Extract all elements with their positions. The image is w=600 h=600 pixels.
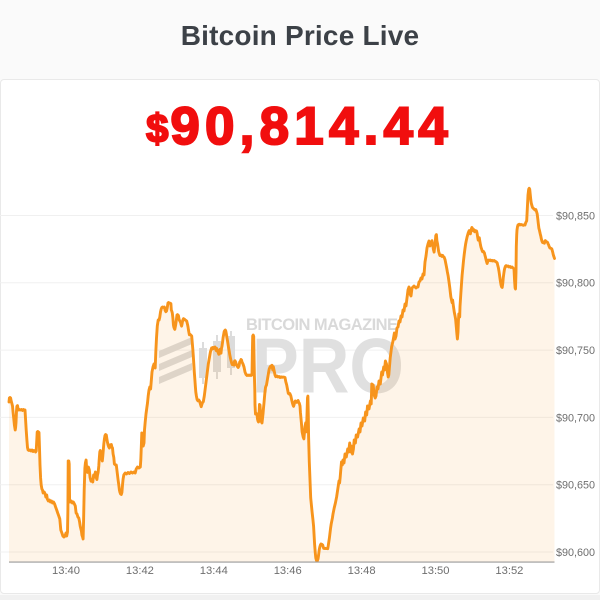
svg-text:13:44: 13:44	[200, 565, 228, 577]
svg-text:13:42: 13:42	[126, 565, 154, 577]
svg-text:$90,600: $90,600	[556, 547, 595, 559]
svg-text:13:48: 13:48	[348, 565, 376, 577]
svg-text:$90,850: $90,850	[556, 210, 595, 222]
svg-text:BITCOIN MAGAZINE: BITCOIN MAGAZINE	[246, 316, 398, 334]
svg-text:$90,700: $90,700	[556, 412, 595, 424]
svg-text:13:46: 13:46	[274, 565, 302, 577]
svg-text:13:50: 13:50	[422, 565, 450, 577]
svg-text:13:52: 13:52	[495, 565, 523, 577]
svg-text:13:40: 13:40	[52, 565, 80, 577]
svg-text:$90,800: $90,800	[556, 278, 595, 290]
svg-text:$90,750: $90,750	[556, 345, 595, 357]
svg-text:PRO: PRO	[252, 322, 404, 410]
svg-text:$90,650: $90,650	[556, 480, 595, 492]
